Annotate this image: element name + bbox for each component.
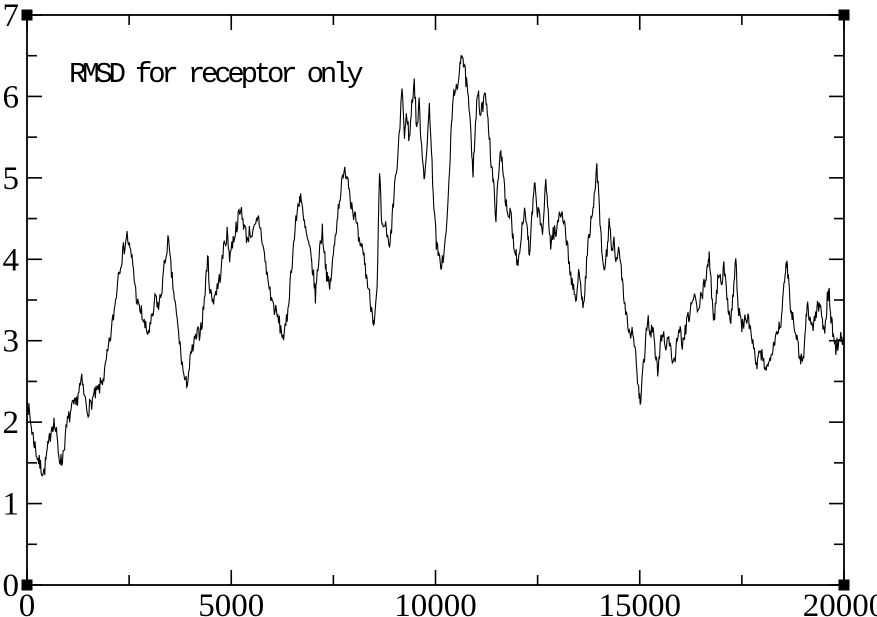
x-axis-tick-label: 20000 xyxy=(803,588,877,617)
y-axis-tick-label: 2 xyxy=(3,405,20,441)
x-axis-tick-label: 0 xyxy=(19,588,36,617)
y-axis-tick-label: 5 xyxy=(3,161,20,197)
y-axis-tick-label: 1 xyxy=(3,487,20,523)
x-axis-tick-label: 10000 xyxy=(394,588,477,617)
graph-corner-handle[interactable] xyxy=(838,9,850,21)
x-axis-tick-label: 15000 xyxy=(599,588,682,617)
y-axis-tick-label: 7 xyxy=(3,0,20,34)
y-axis-tick-label: 0 xyxy=(3,568,20,604)
graph-corner-handle[interactable] xyxy=(838,579,850,591)
rmsd-trace-line xyxy=(27,55,844,477)
y-axis-tick-label: 3 xyxy=(3,324,20,360)
plot-annotation-text: RMSD for receptor only xyxy=(69,58,364,91)
y-axis-tick-label: 4 xyxy=(3,242,20,278)
y-axis-tick-label: 6 xyxy=(3,79,20,115)
x-axis-tick-label: 5000 xyxy=(198,588,264,617)
axes-frame xyxy=(26,14,845,586)
graph-corner-handle[interactable] xyxy=(21,9,33,21)
graph-corner-handle[interactable] xyxy=(21,579,33,591)
